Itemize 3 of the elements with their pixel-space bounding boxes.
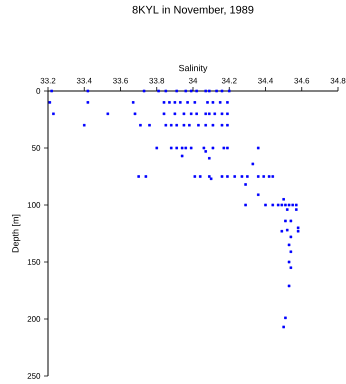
chart-title: 8KYL in November, 1989 [132, 6, 254, 15]
x-axis-title: Salinity [178, 64, 208, 73]
y-axis-title: Depth [m] [12, 214, 20, 252]
